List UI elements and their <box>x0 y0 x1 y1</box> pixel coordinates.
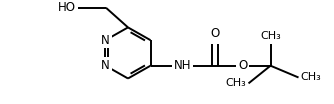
Text: O: O <box>210 27 219 40</box>
Text: N: N <box>101 34 110 47</box>
Text: CH₃: CH₃ <box>226 78 246 88</box>
Text: HO: HO <box>58 1 76 14</box>
Text: O: O <box>238 59 247 72</box>
Text: CH₃: CH₃ <box>301 72 321 82</box>
Text: CH₃: CH₃ <box>260 31 281 41</box>
Text: N: N <box>101 59 110 72</box>
Text: NH: NH <box>174 59 191 72</box>
